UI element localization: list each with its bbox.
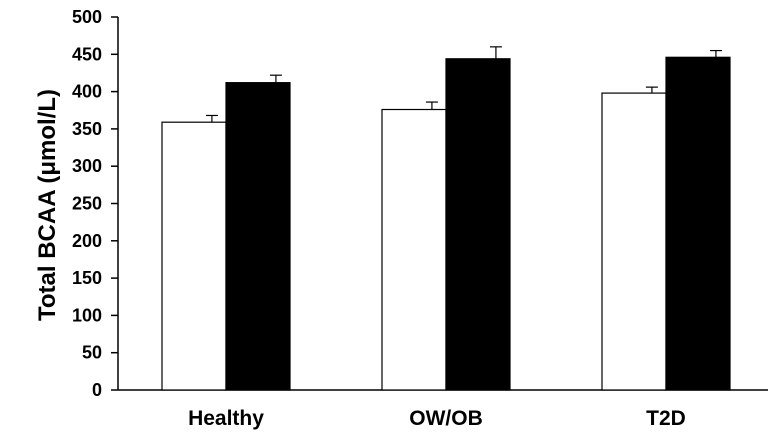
y-tick-label: 300 (72, 156, 102, 176)
y-tick-label: 500 (72, 7, 102, 27)
bar (665, 56, 731, 391)
y-tick-label: 150 (72, 268, 102, 288)
y-tick-label: 50 (82, 343, 102, 363)
bar (161, 121, 227, 391)
y-tick-label: 400 (72, 82, 102, 102)
bar (601, 92, 667, 391)
plot-area: 0 50 100 150 200 250 300 350 400 450 500 Healthy OW/… (72, 7, 768, 430)
bar (445, 58, 511, 391)
y-tick-label: 350 (72, 119, 102, 139)
x-category-label: Healthy (188, 407, 264, 430)
x-category-label: T2D (646, 407, 686, 430)
y-tick-label: 200 (72, 231, 102, 251)
y-tick-label: 250 (72, 194, 102, 214)
bar (381, 108, 447, 391)
y-tick-label: 450 (72, 44, 102, 64)
y-tick-label: 100 (72, 305, 102, 325)
y-axis-title: Total BCAA (μmol/L) (34, 89, 61, 321)
x-category-label: OW/OB (409, 407, 483, 430)
bar (225, 82, 291, 391)
y-tick-label: 0 (92, 380, 102, 400)
